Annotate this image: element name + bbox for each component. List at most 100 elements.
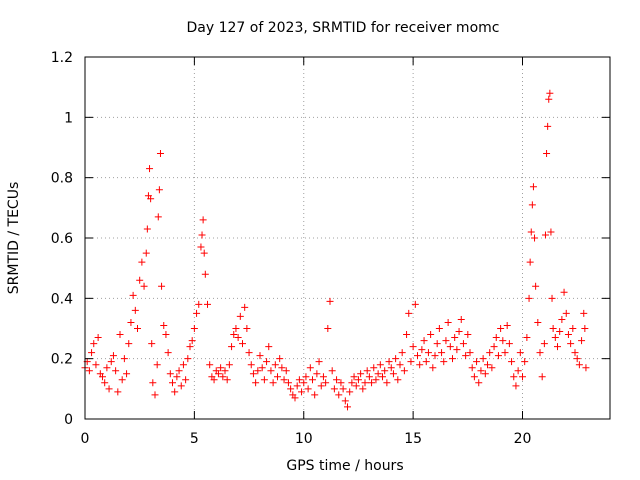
data-point	[232, 325, 240, 332]
data-point	[148, 340, 156, 348]
data-point	[451, 334, 459, 342]
data-point	[151, 391, 159, 399]
data-point	[580, 309, 588, 317]
data-point	[234, 334, 242, 342]
y-tick-label: 1	[64, 110, 73, 126]
data-point	[306, 364, 314, 372]
data-point	[560, 288, 568, 296]
data-point	[475, 379, 483, 387]
data-point	[114, 388, 122, 396]
data-point	[567, 340, 575, 348]
data-point	[405, 309, 413, 317]
data-point	[422, 358, 430, 366]
data-point	[276, 355, 284, 363]
data-point	[293, 382, 301, 390]
y-tick-label: 1.2	[51, 50, 73, 66]
data-point	[558, 315, 566, 323]
data-point	[131, 306, 139, 314]
y-tick-label: 0.4	[51, 291, 73, 307]
data-point	[241, 303, 249, 311]
data-point	[280, 376, 288, 384]
data-point	[173, 373, 181, 381]
data-point	[195, 300, 203, 308]
data-point	[156, 150, 164, 158]
data-point	[418, 346, 426, 354]
data-point	[379, 373, 386, 381]
data-point	[223, 376, 231, 384]
data-point	[398, 349, 406, 357]
data-point	[341, 397, 349, 405]
data-point	[350, 373, 358, 381]
data-point	[85, 367, 93, 375]
data-point	[457, 315, 465, 323]
data-point	[328, 367, 336, 375]
data-point	[162, 331, 170, 339]
data-point	[545, 95, 553, 103]
data-point	[158, 282, 166, 290]
data-point	[547, 228, 555, 236]
data-point	[118, 376, 126, 384]
data-point	[526, 258, 534, 266]
data-point	[407, 358, 415, 366]
data-point	[427, 331, 435, 339]
data-point	[446, 343, 454, 351]
data-point	[339, 385, 347, 393]
data-point	[221, 367, 229, 375]
data-point	[464, 331, 472, 339]
data-point	[470, 373, 478, 381]
data-point	[479, 355, 487, 363]
data-point	[243, 325, 251, 332]
data-point	[494, 352, 502, 360]
data-point	[365, 373, 373, 381]
data-point	[236, 312, 244, 320]
data-point	[516, 349, 524, 357]
data-point	[175, 367, 183, 375]
data-point	[136, 276, 144, 284]
data-point	[278, 364, 286, 372]
data-point	[94, 334, 102, 342]
data-point	[201, 270, 209, 278]
data-point	[337, 379, 345, 387]
x-tick-label: 20	[514, 431, 532, 447]
data-point	[521, 358, 529, 366]
data-point	[109, 352, 117, 360]
data-point	[143, 225, 151, 233]
data-point	[385, 358, 393, 366]
data-point	[501, 349, 509, 357]
data-point	[260, 376, 268, 384]
data-point	[123, 370, 131, 378]
data-point	[92, 361, 100, 369]
data-point	[217, 364, 225, 372]
data-point	[481, 370, 489, 378]
data-point	[490, 343, 498, 351]
data-point	[578, 337, 586, 345]
data-point	[466, 349, 474, 357]
data-point	[528, 201, 536, 209]
data-point	[468, 364, 476, 372]
data-point	[361, 379, 369, 387]
data-point	[503, 321, 511, 329]
data-point	[239, 340, 246, 348]
data-point	[120, 355, 128, 363]
data-point	[523, 334, 531, 342]
data-point	[304, 385, 312, 393]
data-point	[543, 150, 551, 158]
data-point	[103, 364, 111, 372]
data-point	[462, 352, 470, 360]
x-axis-label: GPS time / hours	[286, 458, 403, 474]
data-point	[317, 382, 325, 390]
data-point	[182, 376, 190, 384]
data-point	[155, 186, 163, 194]
data-point	[149, 379, 157, 387]
data-point	[538, 373, 546, 381]
data-point	[282, 367, 290, 375]
data-point	[346, 388, 354, 396]
data-point	[298, 388, 306, 396]
data-point	[531, 234, 539, 242]
data-point	[140, 282, 148, 290]
data-point	[295, 376, 303, 384]
data-point	[429, 364, 437, 372]
data-point	[512, 382, 520, 390]
data-point	[179, 361, 187, 369]
